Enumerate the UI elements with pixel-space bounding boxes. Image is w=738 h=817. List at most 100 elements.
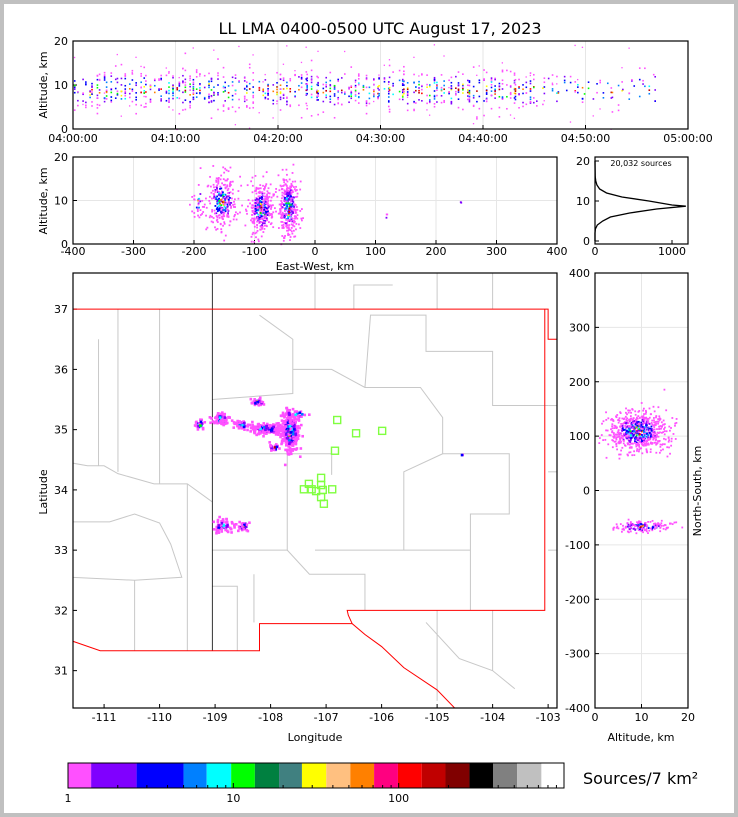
time-height-source	[231, 106, 234, 108]
map-source	[286, 425, 289, 428]
map-source	[245, 528, 248, 532]
ns-source	[622, 527, 625, 530]
ns-source	[657, 440, 659, 442]
time-height-source	[222, 104, 225, 106]
map-source	[221, 419, 225, 423]
time-height-source	[298, 104, 300, 107]
ew-source	[289, 209, 292, 212]
map-source	[279, 426, 282, 430]
ns-y-tick-label: -300	[565, 648, 590, 661]
ew-frame	[72, 156, 558, 245]
map-source	[261, 430, 265, 433]
ns-source	[655, 436, 658, 439]
ns-source	[645, 416, 648, 419]
ew-source	[229, 196, 231, 199]
ns-source	[641, 433, 643, 436]
ns-source	[640, 523, 643, 525]
ns-source	[617, 418, 620, 421]
map-source	[289, 452, 293, 456]
time-height-source	[85, 104, 87, 107]
time-height-source	[513, 92, 516, 95]
ew-source	[287, 232, 290, 235]
time-height-source	[135, 92, 137, 94]
time-height-source	[168, 97, 170, 100]
time-height-source	[357, 75, 360, 77]
ns-source	[629, 426, 631, 429]
time-height-source	[192, 96, 195, 99]
time-height-source	[556, 83, 558, 85]
ew-source	[215, 208, 218, 210]
time-height-source	[135, 56, 137, 58]
time-height-source	[182, 109, 184, 111]
time-height-source	[443, 80, 445, 82]
time-height-source	[306, 79, 308, 82]
ew-source	[223, 196, 226, 199]
time-height-source	[192, 78, 195, 81]
ew-source	[201, 199, 204, 202]
ew-source	[284, 209, 286, 212]
time-height-source	[158, 78, 160, 80]
map-source	[262, 422, 266, 425]
ew-source	[215, 196, 217, 199]
time-height-source	[182, 91, 184, 94]
ew-source	[227, 170, 230, 173]
ew-source	[260, 204, 263, 206]
map-source	[286, 408, 289, 412]
map-source	[216, 421, 219, 425]
ew-source	[260, 196, 262, 199]
time-height-source	[433, 79, 436, 82]
time-height-source	[267, 94, 269, 97]
map-source	[275, 422, 278, 425]
ew-source	[283, 203, 285, 206]
time-height-source	[192, 87, 195, 90]
ns-source	[649, 451, 652, 453]
map-source	[286, 426, 289, 430]
time-height-source	[184, 81, 187, 84]
colorbar-swatch	[350, 763, 375, 788]
time-height-source	[654, 75, 656, 78]
time-height-source	[189, 94, 191, 96]
ns-source	[611, 423, 614, 426]
map-source	[230, 531, 233, 534]
ew-source	[286, 203, 289, 206]
map-source	[241, 525, 244, 528]
ns-source	[629, 521, 632, 523]
colorbar-swatch	[541, 763, 564, 788]
ew-source	[224, 183, 226, 186]
ns-source	[605, 411, 607, 414]
time-height-source	[124, 88, 127, 90]
map-source	[289, 417, 292, 421]
ew-source	[295, 206, 298, 208]
ew-source	[285, 225, 288, 228]
time-height-source	[333, 86, 336, 89]
time-height-source	[514, 78, 517, 81]
time-height-source	[124, 75, 127, 77]
time-height-source	[85, 101, 87, 104]
time-height-source	[433, 82, 436, 84]
ew-source	[265, 171, 268, 174]
ns-source	[610, 428, 612, 431]
ns-source	[651, 423, 654, 426]
colorbar-frame	[67, 762, 565, 789]
time-height-source	[329, 98, 332, 101]
ew-source	[269, 183, 272, 186]
ns-source	[633, 523, 636, 526]
time-height-source	[398, 79, 401, 82]
ns-source	[623, 439, 625, 442]
ew-source	[197, 214, 199, 217]
time-height-source	[532, 101, 535, 104]
ns-source	[645, 530, 648, 533]
ns-source	[620, 440, 622, 443]
ns-x-tick-label: 0	[592, 711, 599, 724]
map-source	[290, 415, 294, 418]
time-height-source	[450, 87, 453, 90]
time-height-source	[392, 93, 394, 96]
map-source	[281, 411, 285, 415]
time-height-source	[279, 92, 282, 95]
ew-source	[251, 210, 254, 213]
ew-source	[287, 229, 290, 232]
ew-source	[212, 189, 214, 192]
ns-source	[624, 444, 627, 447]
time-height-source	[501, 98, 504, 101]
ew-source	[291, 205, 294, 207]
